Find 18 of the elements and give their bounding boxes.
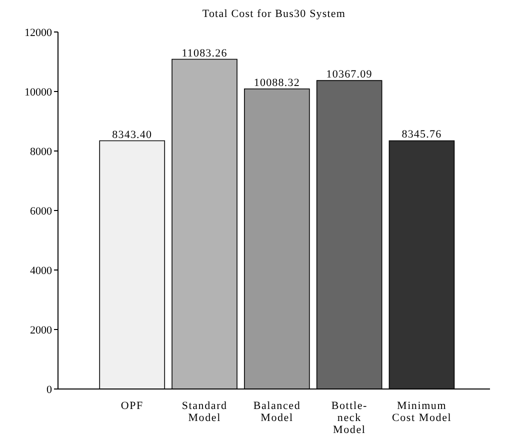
y-tick-label: 10000 (24, 86, 52, 98)
x-tick-label: OPF (120, 400, 144, 412)
y-tick-label: 4000 (30, 264, 52, 277)
data-label: 11083.26 (182, 47, 228, 60)
y-tick-label: 0 (46, 384, 52, 396)
x-tick-label: Standard Model (182, 400, 228, 424)
y-tick-label: 8000 (30, 146, 52, 158)
y-tick-label: 6000 (30, 205, 52, 218)
data-label: 10088.32 (254, 76, 300, 89)
data-label: 10367.09 (326, 68, 372, 81)
chart-title: Total Cost for Bus30 System (201, 8, 347, 20)
y-tick-label: 12000 (24, 26, 52, 39)
data-label: 8345.76 (402, 128, 442, 141)
x-tick-label: Bottle- neck Model (331, 400, 368, 436)
y-tick-label: 2000 (30, 324, 52, 336)
x-tick-label: Minimum Cost Model (392, 400, 452, 424)
x-tick-label: Balanced Model (253, 400, 301, 424)
data-label: 8343.40 (112, 128, 152, 141)
